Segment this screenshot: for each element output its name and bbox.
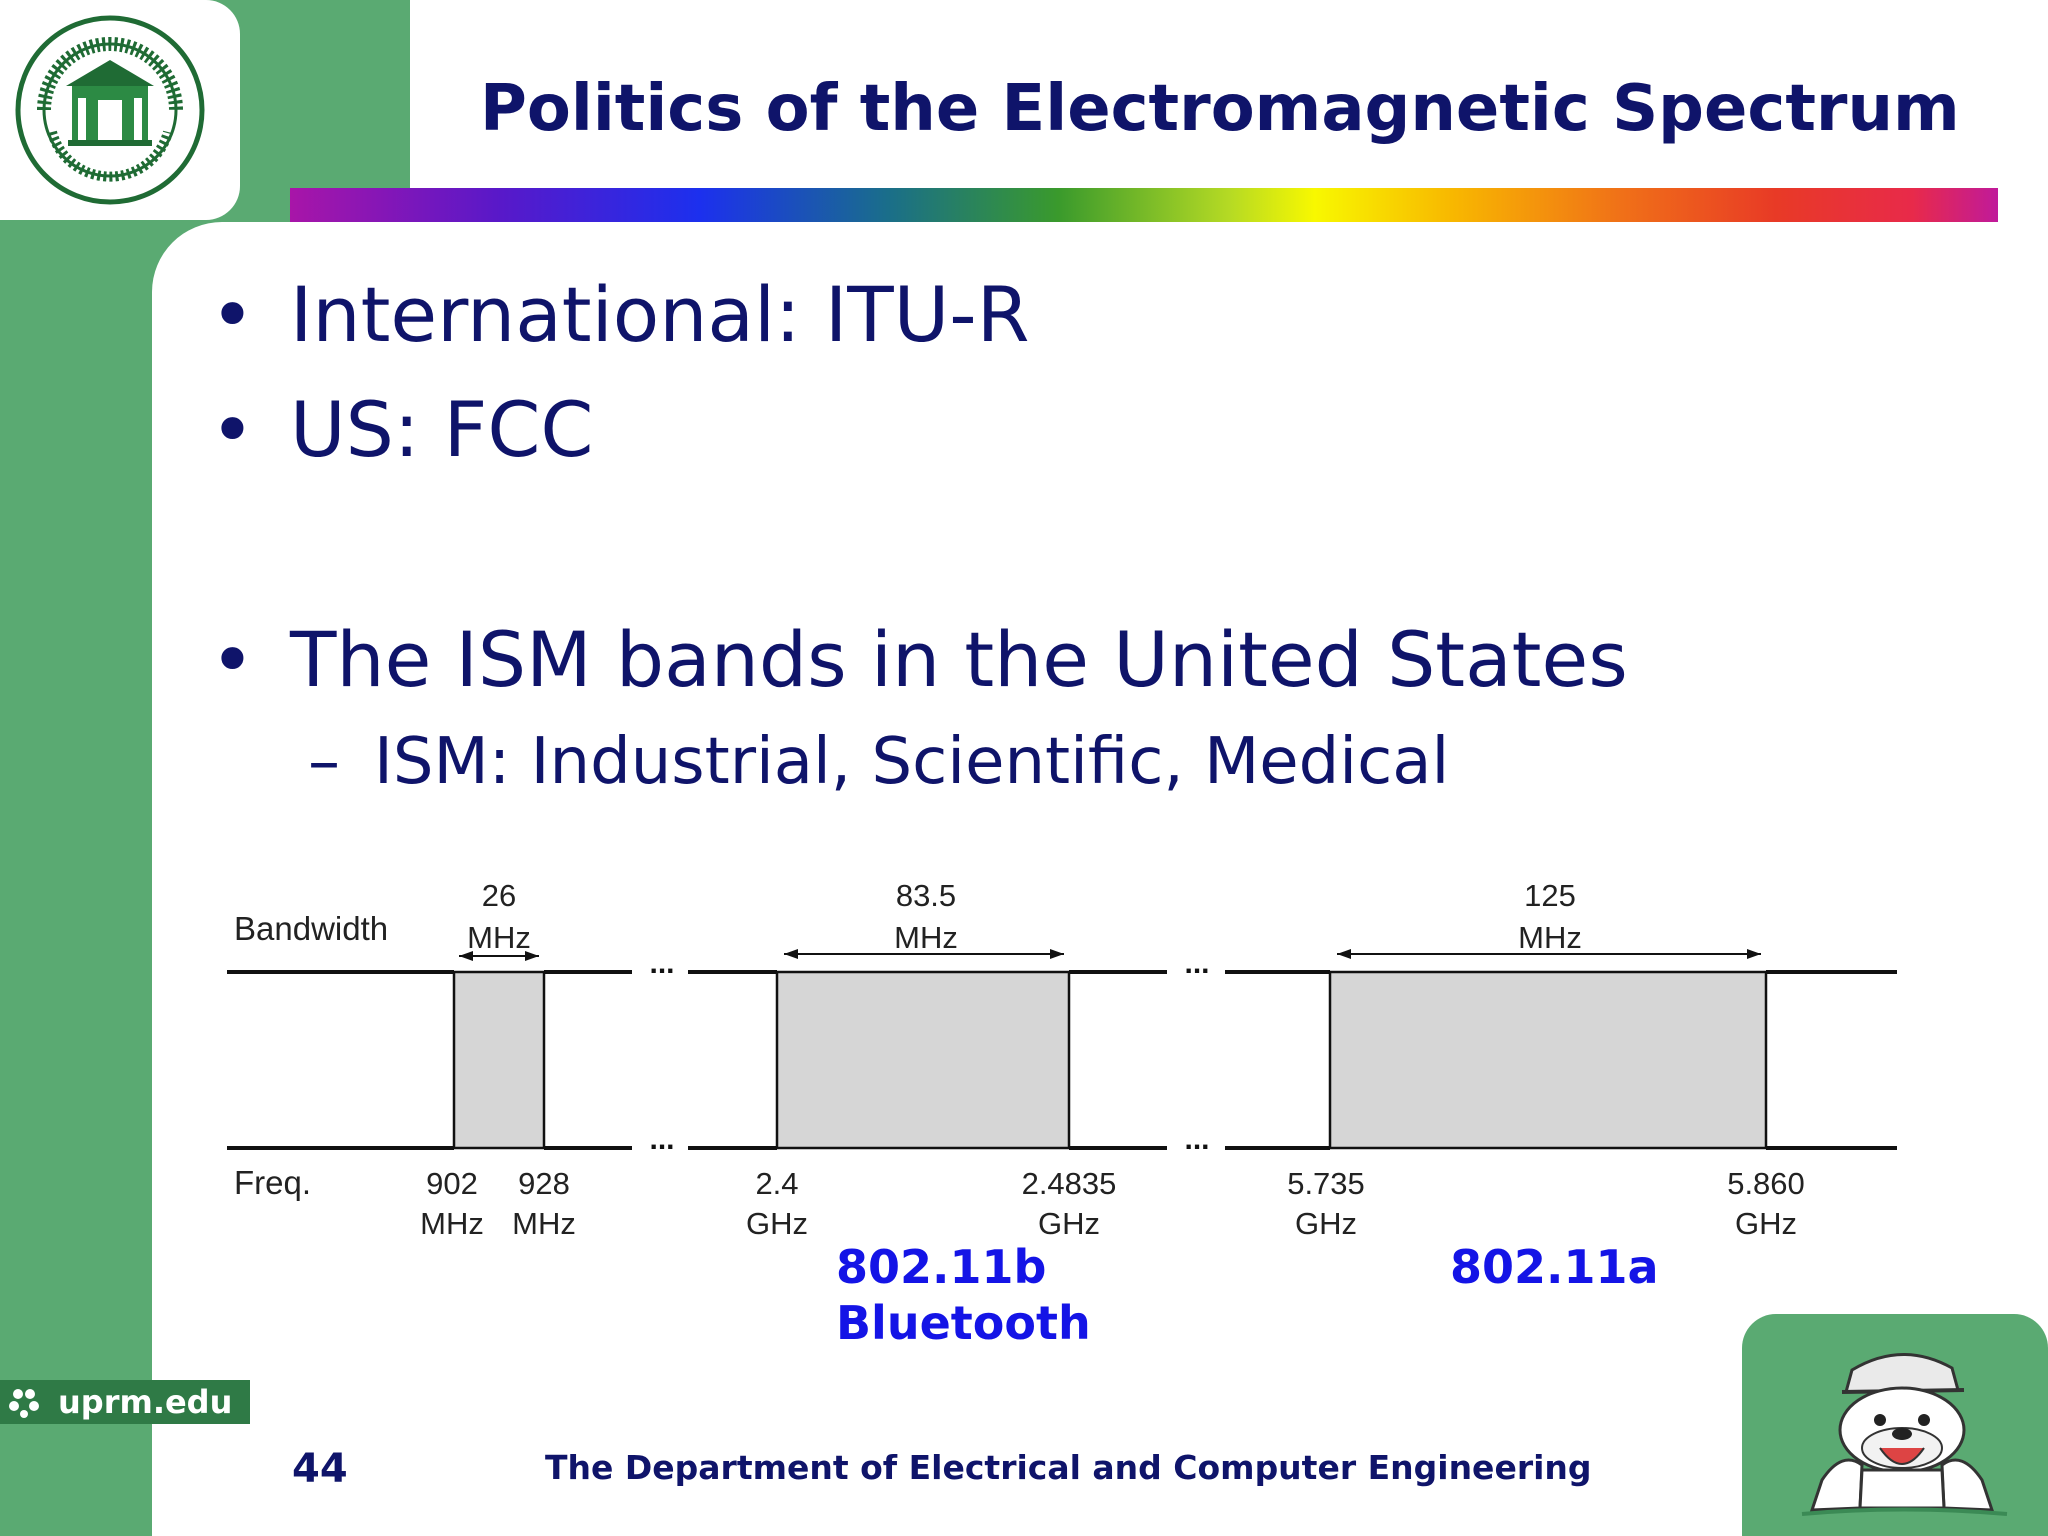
slide-content-area — [152, 222, 2048, 1536]
bullet-us: • US: FCC — [210, 385, 593, 474]
band-1: 26 MHz 902 MHz 928 MHz — [227, 878, 632, 1241]
ellipsis-bottom-2: ... — [1184, 1123, 1209, 1156]
bandwidth-value: 125 — [1524, 878, 1576, 913]
sub-bullet-text: ISM: Industrial, Scientific, Medical — [374, 725, 1450, 799]
bandwidth-unit: MHz — [1518, 920, 1582, 955]
flower-icon — [9, 1389, 39, 1418]
page-number: 44 — [292, 1446, 348, 1492]
university-seal-icon — [15, 15, 205, 205]
logo-box — [0, 0, 240, 220]
bulldog-mascot-icon — [1801, 1353, 2008, 1516]
label-802-11a: 802.11a — [1450, 1240, 1659, 1294]
band-rect — [452, 970, 546, 1150]
bullet-marker: • — [210, 385, 255, 474]
freq-row-label: Freq. — [234, 1164, 311, 1201]
bandwidth-unit: MHz — [467, 920, 531, 955]
freq-high-unit: GHz — [1735, 1206, 1797, 1241]
bullet-marker: • — [210, 615, 255, 704]
sub-bullet-marker: – — [308, 725, 340, 799]
slide-title: Politics of the Electromagnetic Spectrum — [480, 72, 1960, 146]
freq-low-value: 5.735 — [1287, 1166, 1365, 1201]
ellipsis-bottom-1: ... — [649, 1123, 674, 1156]
band-rect — [775, 970, 1071, 1150]
bullet-international: • International: ITU-R — [210, 270, 1030, 359]
bullet-text: US: FCC — [290, 385, 594, 474]
freq-low-value: 2.4 — [755, 1166, 798, 1201]
freq-high-unit: GHz — [1038, 1206, 1100, 1241]
ellipsis-top-1: ... — [649, 947, 674, 980]
bandwidth-unit: MHz — [894, 920, 958, 955]
site-label: uprm.edu — [58, 1383, 233, 1421]
site-badge[interactable]: uprm.edu — [0, 1380, 250, 1424]
freq-low-value: 902 — [426, 1166, 478, 1201]
header-background — [410, 0, 2048, 222]
bandwidth-row-label: Bandwidth — [234, 910, 388, 947]
label-802-11b: 802.11b — [836, 1240, 1047, 1294]
bullet-ism: • The ISM bands in the United States — [210, 615, 1628, 704]
freq-high-unit: MHz — [512, 1206, 576, 1241]
freq-low-unit: MHz — [420, 1206, 484, 1241]
ellipsis-top-2: ... — [1184, 947, 1209, 980]
band-2: 83.5 MHz 2.4 GHz 2.4835 GHz — [688, 878, 1167, 1241]
freq-low-unit: GHz — [746, 1206, 808, 1241]
ism-band-diagram: Bandwidth Freq. 26 MHz 902 MHz 928 MHz .… — [227, 878, 1897, 1241]
label-bluetooth: Bluetooth — [836, 1296, 1091, 1350]
band-3: 125 MHz 5.735 GHz 5.860 GHz — [1225, 878, 1897, 1241]
sub-bullet-ism-definition: – ISM: Industrial, Scientific, Medical — [308, 725, 1449, 799]
freq-high-value: 2.4835 — [1022, 1166, 1117, 1201]
bandwidth-value: 26 — [482, 878, 516, 913]
freq-low-unit: GHz — [1295, 1206, 1357, 1241]
band-rect — [1328, 970, 1768, 1150]
bullet-marker: • — [210, 270, 255, 359]
rainbow-divider — [290, 188, 1998, 222]
freq-high-value: 928 — [518, 1166, 570, 1201]
bullet-text: International: ITU-R — [290, 270, 1030, 359]
department-footer: The Department of Electrical and Compute… — [545, 1448, 1592, 1487]
bullet-text: The ISM bands in the United States — [290, 615, 1628, 704]
bandwidth-value: 83.5 — [896, 878, 956, 913]
freq-high-value: 5.860 — [1727, 1166, 1805, 1201]
